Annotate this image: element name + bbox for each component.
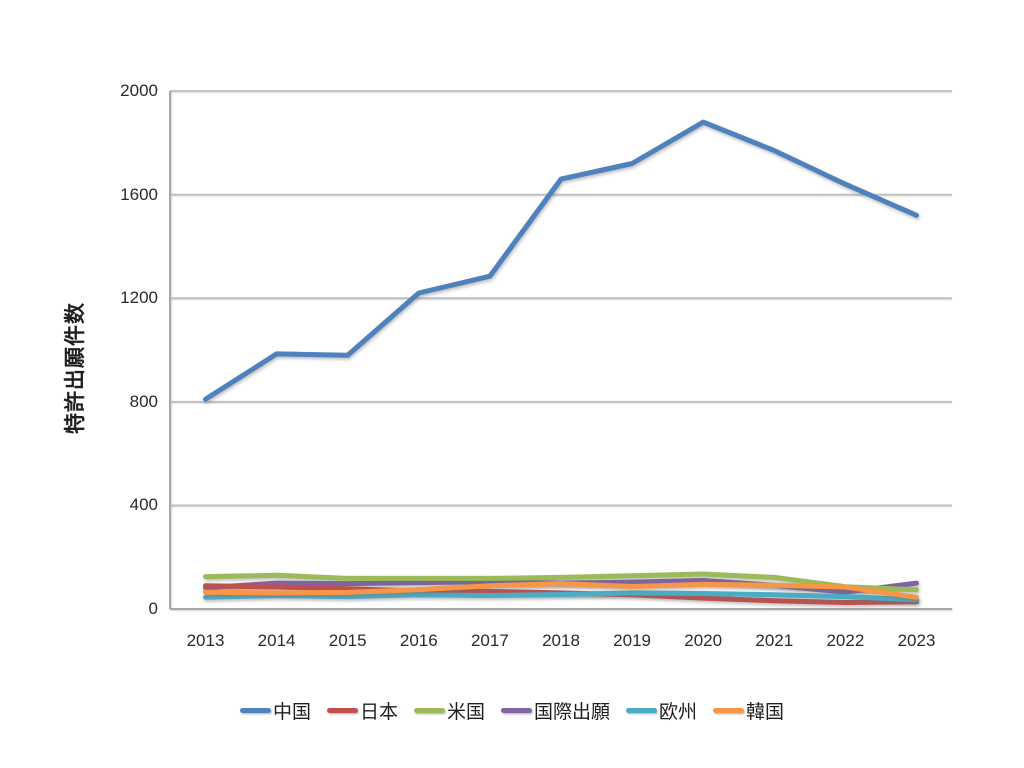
legend-item-日本: 日本 [326, 697, 398, 724]
x-tick-label: 2015 [328, 631, 367, 650]
x-tick-label: 2014 [257, 631, 296, 650]
legend-swatch [413, 708, 445, 713]
series-line-米国 [203, 571, 919, 593]
legend-swatch [501, 708, 532, 713]
x-tick-label: 2013 [186, 631, 225, 650]
legend-label: 日本 [359, 702, 398, 723]
legend-swatch [626, 708, 658, 713]
x-tick-label: 2018 [542, 631, 580, 650]
y-tick-label: 0 [148, 599, 158, 618]
x-tick-label: 2016 [399, 631, 438, 650]
legend-label: 米国 [446, 702, 485, 723]
legend-item-米国: 米国 [413, 697, 485, 724]
legend-item-欧州: 欧州 [626, 697, 697, 724]
y-tick-label: 800 [129, 391, 158, 411]
legend-label: 国際出願 [534, 702, 611, 723]
legend-swatch [713, 708, 745, 713]
legend-swatch [326, 708, 358, 713]
legend-label: 韓国 [746, 702, 785, 723]
series-line-欧州 [203, 590, 919, 603]
x-tick-label: 2023 [897, 631, 936, 650]
series-line-中国 [203, 119, 919, 402]
x-tick-label: 2022 [826, 631, 865, 650]
legend-label: 欧州 [659, 702, 698, 723]
x-tick-label: 2020 [684, 631, 723, 650]
series-line-韓国 [203, 581, 919, 600]
x-tick-label: 2019 [613, 631, 651, 650]
legend-item-中国: 中国 [239, 697, 311, 724]
y-tick-label: 1600 [120, 184, 158, 204]
x-tick-label: 2021 [755, 631, 794, 650]
x-tick-label: 2017 [470, 631, 509, 650]
legend-label: 中国 [272, 702, 311, 723]
legend-swatch [239, 708, 271, 713]
y-tick-label: 1200 [120, 288, 158, 308]
y-tick-label: 2000 [120, 81, 158, 100]
legend-item-国際出願: 国際出願 [501, 697, 610, 724]
chart-legend: 中国 日本 米国 国際出願 欧州 韓国 [0, 697, 1024, 724]
y-tick-label: 400 [129, 495, 158, 515]
legend-item-韓国: 韓国 [713, 697, 784, 724]
